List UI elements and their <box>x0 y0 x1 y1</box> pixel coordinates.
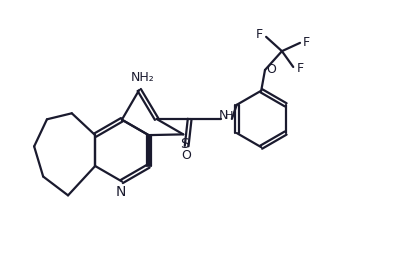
Text: S: S <box>181 137 189 151</box>
Text: NH₂: NH₂ <box>131 71 154 84</box>
Text: O: O <box>181 149 191 162</box>
Text: N: N <box>219 109 228 122</box>
Text: H: H <box>225 111 233 121</box>
Text: F: F <box>256 28 263 41</box>
Text: F: F <box>296 62 304 75</box>
Text: O: O <box>266 63 276 76</box>
Text: F: F <box>303 36 310 49</box>
Text: N: N <box>116 185 126 199</box>
